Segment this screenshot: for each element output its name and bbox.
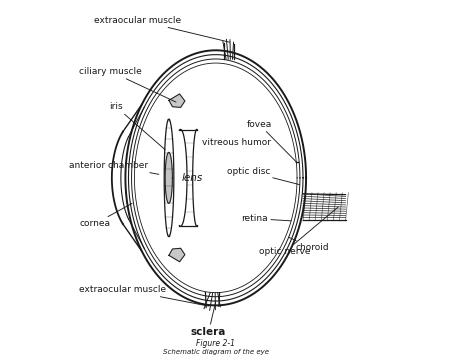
Text: anterior chamber: anterior chamber <box>69 161 159 174</box>
Text: retina: retina <box>242 214 291 223</box>
Text: extraocular muscle: extraocular muscle <box>94 16 229 42</box>
Text: Schematic diagram of the eye: Schematic diagram of the eye <box>163 349 269 355</box>
Text: optic nerve: optic nerve <box>259 207 338 256</box>
Text: sclera: sclera <box>191 302 227 337</box>
Text: ciliary muscle: ciliary muscle <box>79 67 176 102</box>
Polygon shape <box>165 152 173 203</box>
Text: cornea: cornea <box>79 203 132 229</box>
Text: choroid: choroid <box>289 237 329 252</box>
Polygon shape <box>169 94 185 108</box>
Text: Figure 2-1: Figure 2-1 <box>196 339 235 348</box>
Text: lens: lens <box>182 173 203 183</box>
Text: optic disc: optic disc <box>227 167 300 185</box>
Text: vitreous humor: vitreous humor <box>202 138 272 147</box>
Text: extraocular muscle: extraocular muscle <box>79 285 209 306</box>
Polygon shape <box>169 248 185 262</box>
Text: iris: iris <box>109 103 165 150</box>
Text: fovea: fovea <box>246 120 296 162</box>
